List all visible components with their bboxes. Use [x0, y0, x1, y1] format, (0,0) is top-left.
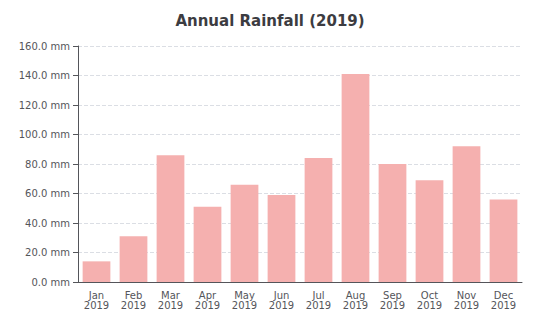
- svg-text:Annual Rainfall (2019): Annual Rainfall (2019): [175, 12, 364, 30]
- svg-text:Oct: Oct: [420, 289, 439, 301]
- svg-text:2019: 2019: [121, 300, 146, 311]
- svg-text:May: May: [234, 289, 255, 301]
- svg-text:Dec: Dec: [493, 289, 514, 301]
- svg-text:2019: 2019: [306, 300, 331, 311]
- svg-text:2019: 2019: [417, 300, 442, 311]
- svg-text:0.0 mm: 0.0 mm: [31, 277, 70, 288]
- svg-text:160.0 mm: 160.0 mm: [19, 41, 70, 52]
- svg-text:120.0 mm: 120.0 mm: [19, 100, 70, 111]
- svg-text:2019: 2019: [454, 300, 479, 311]
- svg-text:2019: 2019: [84, 300, 109, 311]
- svg-text:Nov: Nov: [456, 289, 477, 301]
- svg-text:2019: 2019: [380, 300, 405, 311]
- svg-text:40.0 mm: 40.0 mm: [25, 218, 70, 229]
- svg-text:60.0 mm: 60.0 mm: [25, 188, 70, 199]
- svg-text:80.0 mm: 80.0 mm: [25, 159, 70, 170]
- svg-text:2019: 2019: [195, 300, 220, 311]
- svg-text:20.0 mm: 20.0 mm: [25, 247, 70, 258]
- svg-text:2019: 2019: [158, 300, 183, 311]
- svg-text:Mar: Mar: [161, 289, 180, 301]
- svg-text:140.0 mm: 140.0 mm: [19, 70, 70, 81]
- svg-text:2019: 2019: [269, 300, 294, 311]
- svg-text:Jun: Jun: [273, 289, 290, 301]
- svg-text:Jul: Jul: [312, 289, 325, 301]
- svg-text:2019: 2019: [491, 300, 516, 311]
- svg-text:Apr: Apr: [198, 289, 217, 301]
- svg-text:100.0 mm: 100.0 mm: [19, 129, 70, 140]
- svg-text:2019: 2019: [343, 300, 368, 311]
- svg-text:Jan: Jan: [88, 289, 105, 301]
- svg-text:Feb: Feb: [124, 289, 143, 301]
- svg-text:Sep: Sep: [383, 289, 402, 301]
- svg-text:Aug: Aug: [345, 289, 366, 301]
- svg-text:2019: 2019: [232, 300, 257, 311]
